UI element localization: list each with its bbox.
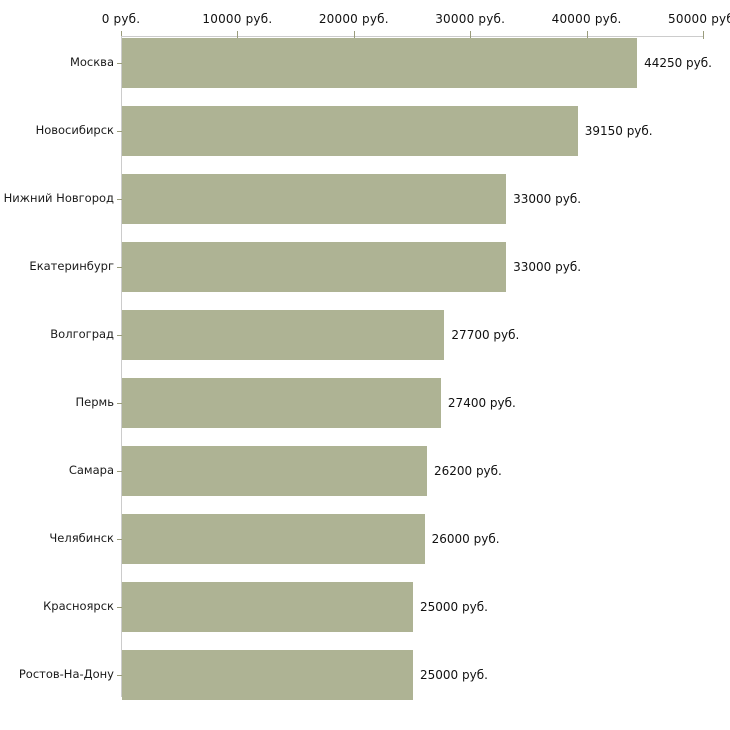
x-axis-tick [470,31,472,39]
bar-value-label: 39150 руб. [584,124,653,138]
x-axis-tick-label: 40000 руб. [551,12,622,26]
category-axis-tick [117,403,122,404]
bar-value-label: 25000 руб. [420,668,488,682]
x-axis-tick-label: 10000 руб. [202,12,273,26]
category-axis-tick [117,63,122,64]
bar[interactable] [122,38,638,88]
bar[interactable] [122,310,445,360]
bar-value-label: 33000 руб. [513,260,582,274]
category-axis-tick [117,539,122,540]
category-label: Ростов-На-Дону [18,667,114,681]
bar[interactable] [122,242,507,292]
category-axis-tick [117,267,122,268]
x-axis-tick [353,31,355,39]
bar-value-label: 27400 руб. [447,396,516,410]
bar-value-label: 26000 руб. [431,532,500,546]
x-axis-tick [586,31,588,39]
category-axis-line [121,36,122,697]
bar-value-label: 26200 руб. [433,464,502,478]
category-axis-tick [117,607,122,608]
bar[interactable] [122,174,507,224]
bar[interactable] [122,650,413,700]
category-label: Москва [69,55,114,69]
bar[interactable] [122,446,427,496]
top-axis-line [121,36,703,37]
x-axis-tick [121,31,122,39]
category-axis-tick [117,199,122,200]
category-label: Новосибирск [35,123,114,137]
bar-value-label: 27700 руб. [451,328,520,342]
category-label: Челябинск [49,531,114,545]
x-axis-tick [237,31,239,39]
bar[interactable] [122,582,413,632]
category-label: Екатеринбург [29,259,114,273]
x-axis-tick-label: 30000 руб. [435,12,506,26]
bar-value-label: 33000 руб. [513,192,582,206]
category-label: Волгоград [50,327,114,341]
x-axis-tick-label: 0 руб. [101,12,141,26]
x-axis-tick-label: 50000 руб. [668,12,730,26]
category-axis-tick [117,131,122,132]
category-axis-tick [117,471,122,472]
bar[interactable] [122,106,578,156]
category-label: Красноярск [43,599,114,613]
bar[interactable] [122,378,441,428]
x-axis-tick-label: 20000 руб. [318,12,389,26]
bar[interactable] [122,514,425,564]
x-axis-tick [703,31,704,39]
category-axis-tick [117,675,122,676]
bar-value-label: 25000 руб. [420,600,488,614]
bar-value-label: 44250 руб. [644,56,712,70]
category-label: Самара [68,463,114,477]
category-axis-tick [117,335,122,336]
category-label: Пермь [75,395,114,409]
category-label: Нижний Новгород [3,191,114,205]
